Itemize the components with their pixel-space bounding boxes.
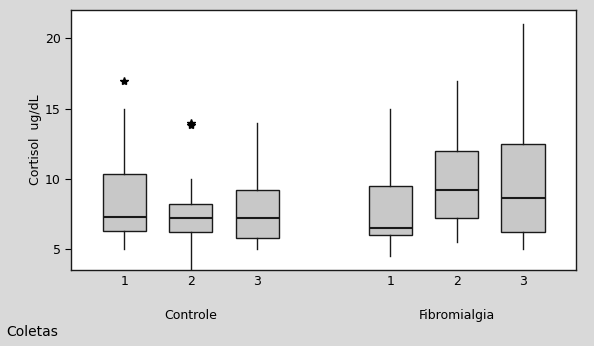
PathPatch shape <box>435 151 478 218</box>
PathPatch shape <box>169 204 213 232</box>
PathPatch shape <box>236 190 279 238</box>
Text: Fibromialgia: Fibromialgia <box>419 309 495 322</box>
PathPatch shape <box>501 144 545 232</box>
PathPatch shape <box>368 186 412 235</box>
Y-axis label: Cortisol  ug/dL: Cortisol ug/dL <box>29 95 42 185</box>
Text: Controle: Controle <box>165 309 217 322</box>
Text: Coletas: Coletas <box>6 325 58 339</box>
PathPatch shape <box>103 174 146 230</box>
